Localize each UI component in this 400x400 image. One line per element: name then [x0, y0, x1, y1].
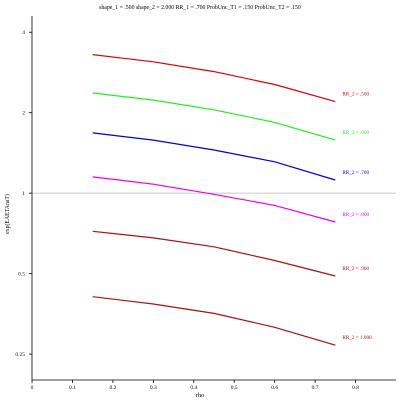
x-tick-label: 0.8 — [352, 385, 359, 391]
x-tick-label: 0.7 — [312, 385, 319, 391]
x-ticks: 0 0.1 0.2 0.3 0.4 0.5 0.6 0.7 0.8 — [31, 380, 359, 391]
series-label: RR_2 = .900 — [342, 266, 369, 272]
y-tick-label: 1 — [22, 191, 25, 197]
series-label: RR_2 = .800 — [342, 212, 369, 218]
y-ticks: 0.25 0.5 1 2 4 — [15, 30, 32, 358]
x-axis-label: rho — [196, 392, 205, 399]
x-tick-label: 0.4 — [190, 385, 197, 391]
series-label: RR_2 = .700 — [342, 170, 369, 176]
series-line — [92, 296, 336, 346]
series-layer — [92, 54, 336, 346]
x-tick-label: 0 — [31, 385, 34, 391]
series-line — [92, 92, 336, 141]
series-line — [92, 176, 336, 223]
y-tick-label: 0.5 — [18, 272, 25, 278]
x-tick-label: 0.2 — [109, 385, 116, 391]
chart-title: shape_1 = .500 shape_2 = 2.000 RR_1 = .7… — [99, 5, 301, 11]
series-line — [92, 230, 336, 277]
series-label: RR_2 = .600 — [342, 130, 369, 136]
series-labels: RR_2 = .500 RR_2 = .600 RR_2 = .700 RR_2 = … — [342, 92, 372, 342]
x-tick-label: 0.6 — [271, 385, 278, 391]
y-tick-label: 4 — [22, 30, 25, 36]
y-axis-label: exp(EAETAnaT) — [4, 194, 11, 234]
y-tick-label: 2 — [22, 111, 25, 117]
series-line — [92, 132, 336, 181]
series-label: RR_2 = 1.000 — [342, 335, 372, 341]
series-line — [92, 54, 336, 103]
y-tick-label: 0.25 — [15, 352, 25, 358]
x-tick-label: 0.5 — [231, 385, 238, 391]
x-tick-label: 0.3 — [150, 385, 157, 391]
x-tick-label: 0.1 — [69, 385, 76, 391]
series-label: RR_2 = .500 — [342, 92, 369, 98]
